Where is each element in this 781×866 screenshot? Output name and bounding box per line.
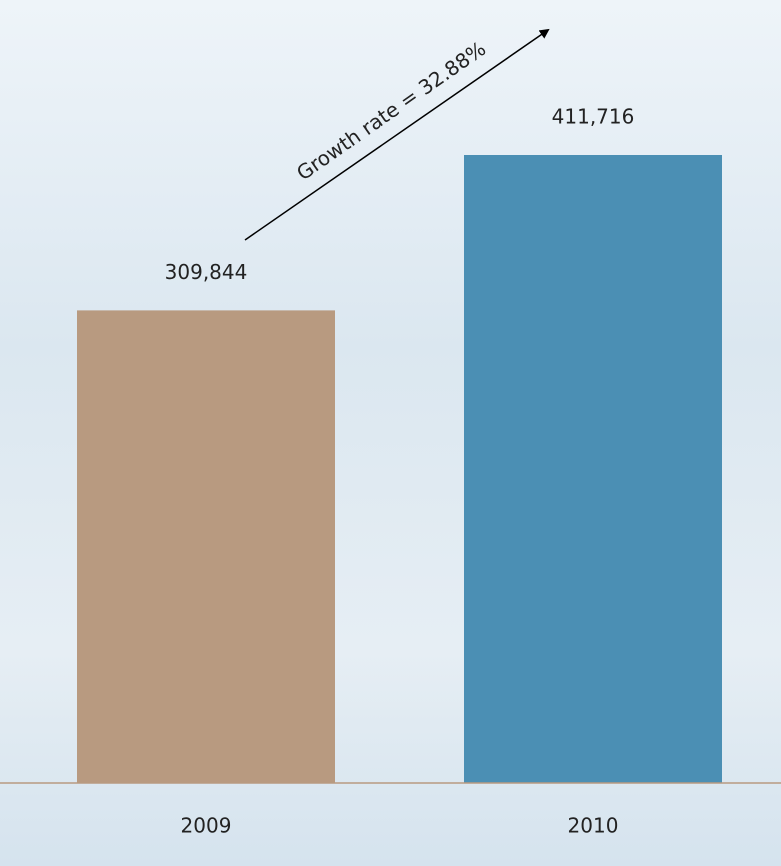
- growth-arrow: [244, 28, 550, 241]
- value-label: 411,716: [552, 105, 635, 129]
- bar: [77, 310, 335, 783]
- value-label: 309,844: [165, 260, 248, 284]
- bar: [464, 155, 722, 783]
- x-tick-label: 2009: [181, 814, 232, 838]
- x-tick-label: 2010: [568, 814, 619, 838]
